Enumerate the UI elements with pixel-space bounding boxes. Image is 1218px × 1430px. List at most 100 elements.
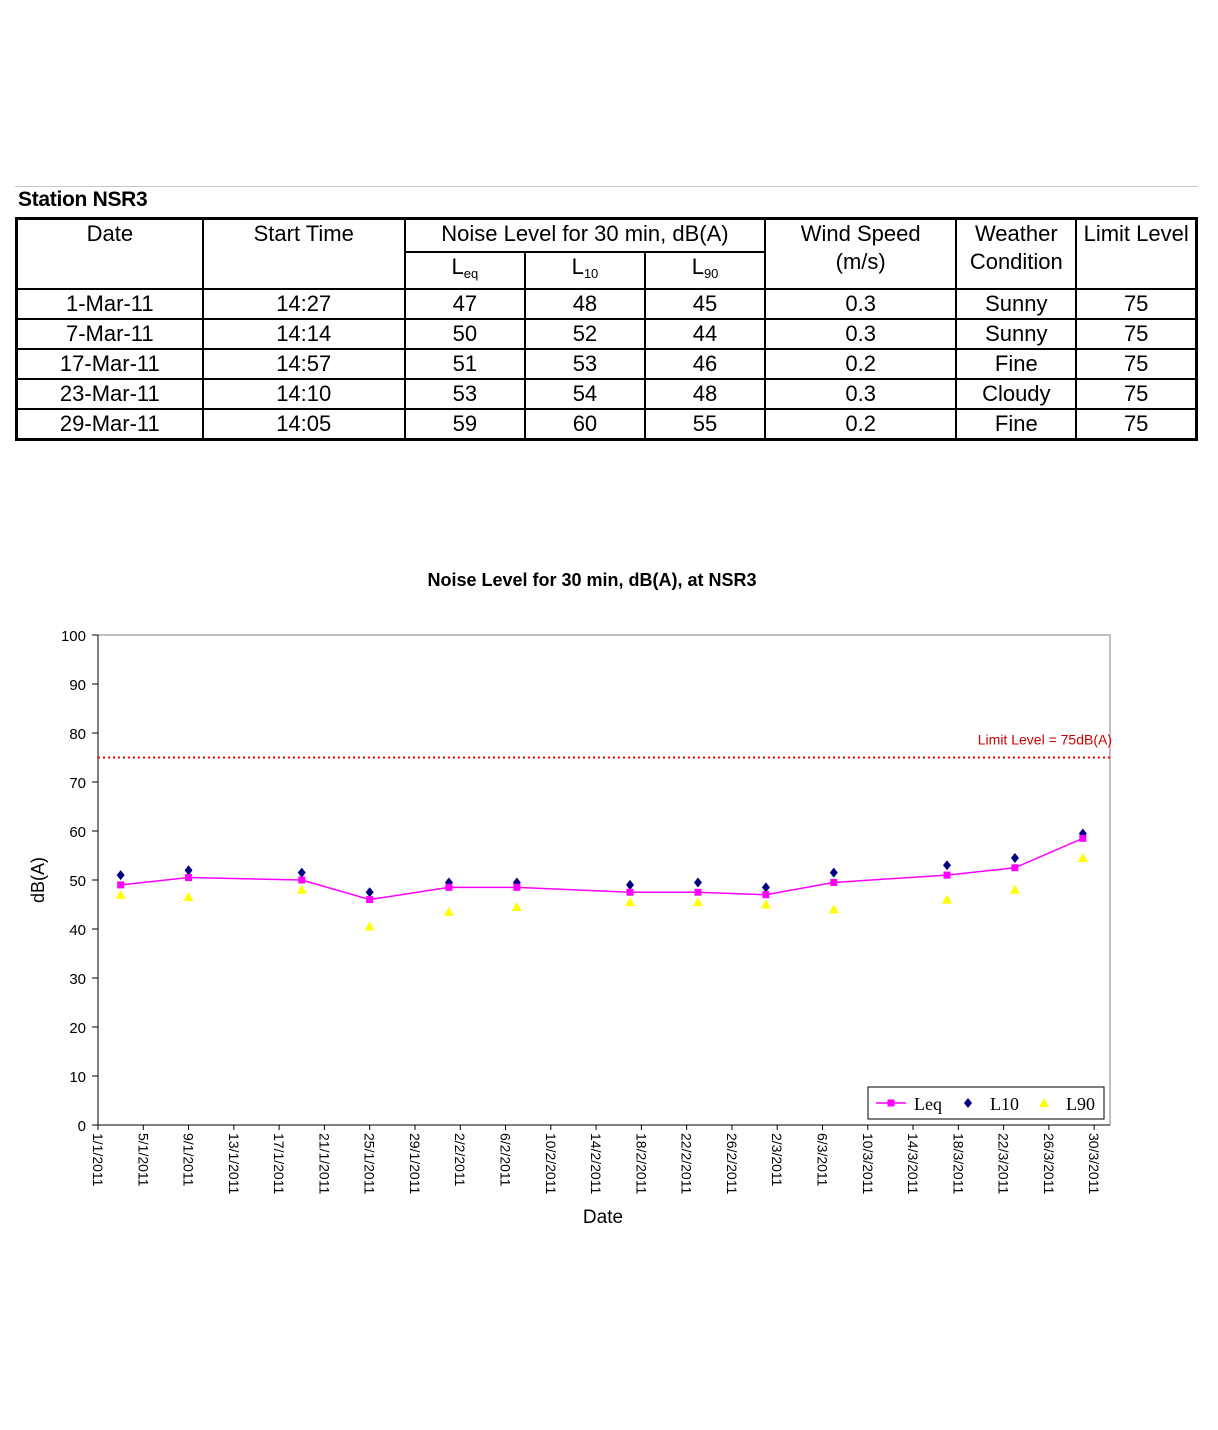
x-tick-label: 14/3/2011	[905, 1133, 921, 1194]
header-weather-line1: Weather	[974, 221, 1058, 246]
x-tick-label: 26/3/2011	[1041, 1133, 1057, 1194]
x-tick-label: 14/2/2011	[588, 1133, 604, 1194]
header-limit-level: Limit Level	[1075, 217, 1198, 290]
y-tick-label: 10	[69, 1069, 86, 1086]
legend-label-l10: L10	[990, 1094, 1019, 1114]
header-leq: Leq	[403, 250, 526, 290]
data-point-l90	[1077, 852, 1088, 862]
data-point-leq	[366, 896, 374, 904]
y-tick-label: 40	[69, 922, 86, 939]
data-point-l90	[443, 906, 454, 916]
data-point-leq	[626, 888, 634, 896]
cell-time: 14:05	[201, 407, 406, 440]
cell-time: 14:14	[201, 317, 406, 350]
cell-weather: Cloudy	[955, 377, 1078, 410]
x-tick-label: 30/3/2011	[1086, 1133, 1102, 1194]
data-point-l10	[1010, 852, 1019, 863]
x-tick-label: 17/1/2011	[271, 1133, 287, 1194]
data-point-l90	[692, 897, 703, 907]
cell-wind: 0.2	[764, 407, 958, 440]
data-point-l90	[296, 884, 307, 894]
y-tick-label: 60	[69, 824, 86, 841]
legend: Leq L10 L90	[867, 1086, 1105, 1120]
header-date: Date	[15, 217, 204, 290]
y-tick-label: 100	[61, 628, 86, 645]
data-point-l10	[116, 870, 125, 881]
x-tick-label: 13/1/2011	[226, 1133, 242, 1194]
legend-label-leq: Leq	[914, 1094, 942, 1114]
cell-leq: 50	[403, 317, 526, 350]
data-point-l10	[761, 882, 770, 893]
noise-table: Date Start Time Noise Level for 30 min, …	[15, 217, 1198, 441]
plot-area-frame	[97, 634, 1111, 1126]
cell-l90: 48	[643, 377, 767, 410]
legend-box	[867, 1086, 1105, 1120]
cell-limit: 75	[1075, 377, 1198, 410]
y-axis: 0 10 20 30 40 50 60 70 80 90 100	[61, 628, 99, 1135]
data-point-l90	[942, 894, 952, 904]
x-tick-label: 25/1/2011	[362, 1133, 378, 1194]
header-wind-speed-line2: (m/s)	[835, 249, 886, 274]
cell-date: 1-Mar-11	[15, 287, 204, 320]
data-point-l90	[760, 899, 771, 909]
cell-l10: 53	[523, 347, 646, 380]
x-tick-label: 10/2/2011	[543, 1133, 559, 1194]
x-tick-label: 29/1/2011	[407, 1133, 423, 1194]
x-tick-label: 2/3/2011	[769, 1133, 785, 1187]
cell-l90: 46	[643, 347, 767, 380]
data-point-leq	[1011, 864, 1019, 872]
data-point-leq	[445, 883, 453, 891]
x-axis: 1/1/2011 5/1/2011 9/1/2011 13/1/2011 17/1/20…	[90, 1124, 1110, 1194]
data-point-l10	[943, 860, 951, 871]
data-point-l90	[511, 901, 522, 911]
cell-leq: 59	[403, 407, 526, 440]
header-l90-main: L	[691, 253, 704, 279]
data-point-l10	[365, 887, 374, 898]
data-point-l90	[625, 897, 636, 907]
cell-date: 7-Mar-11	[15, 317, 204, 350]
data-point-l10	[829, 867, 838, 878]
header-start-time: Start Time	[201, 217, 406, 290]
header-leq-sub: eq	[463, 265, 479, 281]
cell-l90: 44	[643, 317, 767, 350]
table-row: 17-Mar-11 14:57 51 53 46 0.2 Fine 75	[15, 347, 1198, 380]
series-line-leq	[120, 837, 1084, 901]
x-tick-label: 21/1/2011	[316, 1133, 332, 1194]
data-point-leq	[117, 881, 125, 889]
series-l10	[116, 828, 1087, 898]
y-tick-label: 70	[69, 775, 86, 792]
cell-date: 17-Mar-11	[15, 347, 204, 380]
header-leq-main: L	[451, 253, 464, 279]
legend-marker-leq	[887, 1099, 895, 1107]
data-point-l10	[297, 867, 306, 878]
noise-chart: Noise Level for 30 min, dB(A), at NSR3 0…	[28, 570, 1112, 1228]
cell-weather: Fine	[955, 347, 1078, 380]
x-tick-label: 1/1/2011	[90, 1133, 106, 1187]
cell-limit: 75	[1075, 317, 1198, 350]
cell-time: 14:10	[201, 377, 406, 410]
x-tick-label: 10/3/2011	[860, 1133, 876, 1194]
legend-marker-l10	[964, 1098, 972, 1108]
x-tick-label: 22/3/2011	[996, 1133, 1012, 1194]
header-weather: Weather Condition	[955, 217, 1078, 290]
data-point-leq	[513, 883, 521, 891]
cell-l90: 55	[643, 407, 767, 440]
y-tick-label: 90	[69, 677, 86, 694]
y-tick-label: 30	[69, 971, 86, 988]
legend-label-l90: L90	[1066, 1094, 1095, 1114]
series-l90	[115, 852, 1088, 931]
top-divider	[15, 186, 1198, 187]
table-row: 23-Mar-11 14:10 53 54 48 0.3 Cloudy 75	[15, 377, 1198, 410]
y-tick-label: 0	[78, 1118, 86, 1135]
chart-title: Noise Level for 30 min, dB(A), at NSR3	[427, 570, 756, 590]
limit-line-group: Limit Level = 75dB(A)	[98, 732, 1112, 759]
legend-marker-l90	[1039, 1098, 1049, 1107]
data-point-leq	[694, 888, 702, 896]
data-point-leq	[830, 878, 838, 886]
header-l10: L10	[523, 250, 646, 290]
data-point-leq	[762, 891, 770, 899]
table-row: 29-Mar-11 14:05 59 60 55 0.2 Fine 75	[15, 407, 1198, 440]
cell-limit: 75	[1075, 347, 1198, 380]
station-title: Station NSR3	[18, 188, 148, 211]
x-tick-label: 22/2/2011	[679, 1133, 695, 1194]
